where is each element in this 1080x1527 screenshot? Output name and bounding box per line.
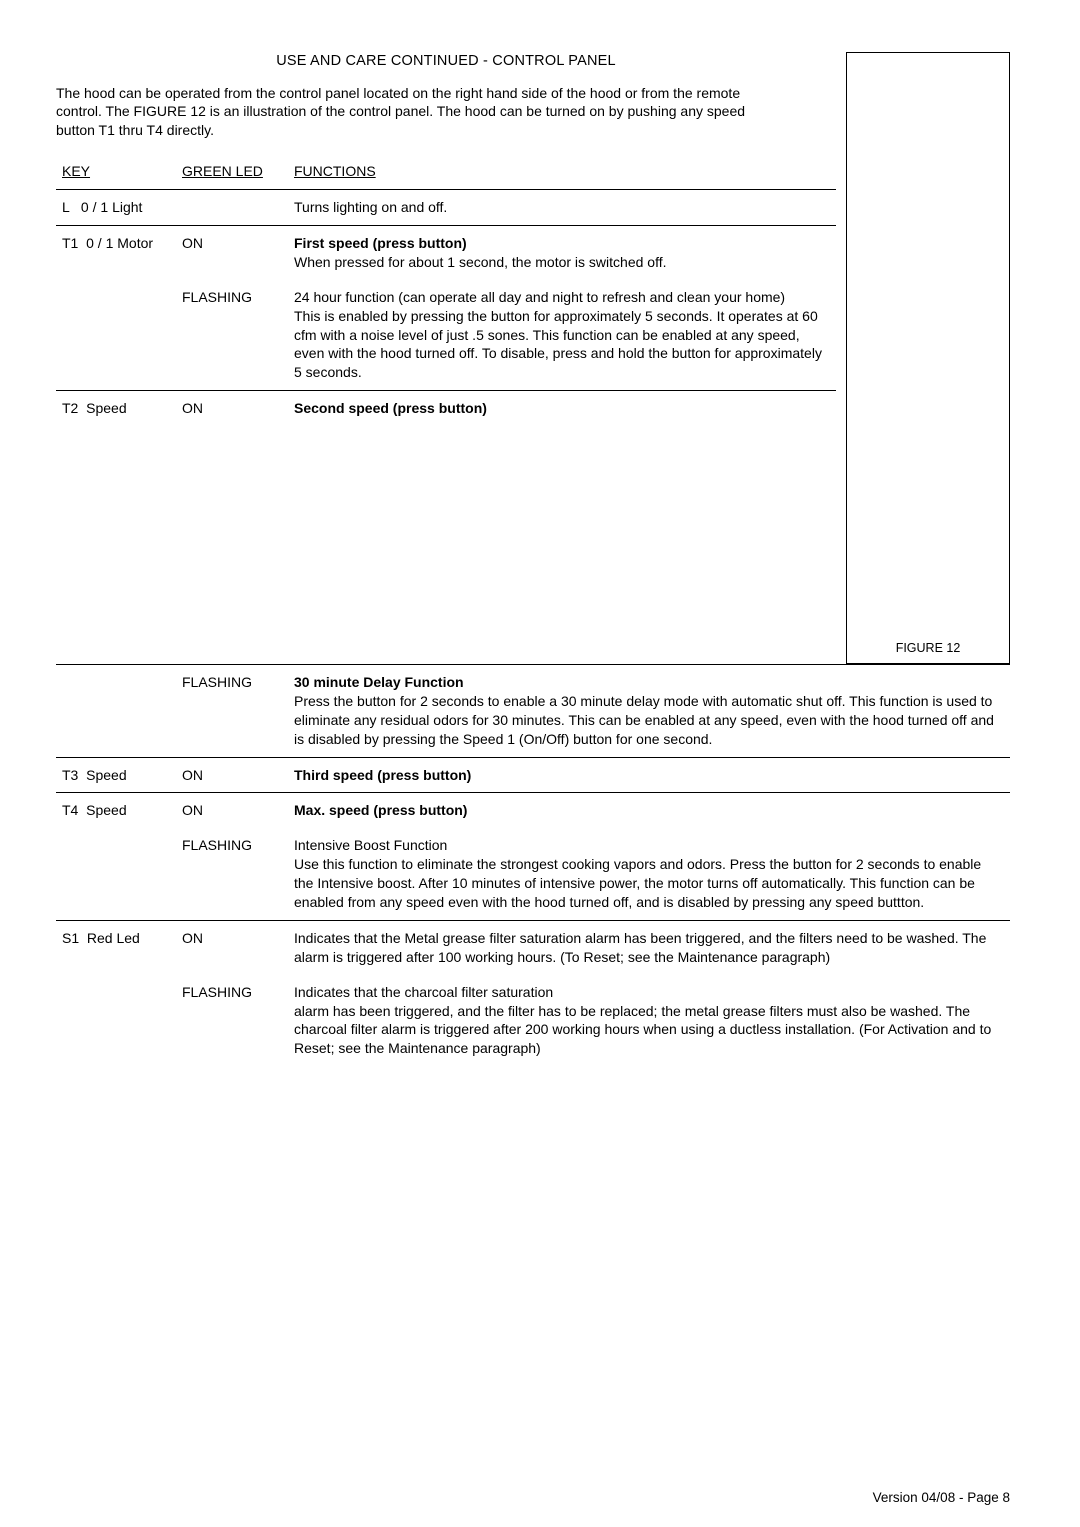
- control-table-lower: FLASHING 30 minute Delay Function Press …: [56, 664, 1010, 1066]
- hdr-key: KEY: [62, 163, 90, 179]
- fn-T3-bold: Third speed (press button): [294, 767, 471, 783]
- led-T2b: FLASHING: [176, 665, 288, 758]
- fn-T1a-text: When pressed for about 1 second, the mot…: [294, 254, 667, 270]
- led-S1a: ON: [176, 920, 288, 974]
- fn-T2a: Second speed (press button): [288, 391, 836, 426]
- fn-L: Turns lighting on and off.: [288, 190, 836, 226]
- fn-T1a-bold: First speed (press button): [294, 235, 467, 251]
- led-T2a: ON: [176, 391, 288, 426]
- fn-T2b-text: Press the button for 2 seconds to enable…: [294, 693, 994, 747]
- fn-T4a-bold: Max. speed (press button): [294, 802, 467, 818]
- led-T4b: FLASHING: [176, 828, 288, 920]
- led-T1a: ON: [176, 226, 288, 280]
- intro-text: The hood can be operated from the contro…: [56, 84, 776, 141]
- figure-box: FIGURE 12: [846, 52, 1010, 664]
- fn-T1a: First speed (press button) When pressed …: [288, 226, 836, 280]
- fn-S1b: Indicates that the charcoal filter satur…: [288, 975, 1010, 1067]
- hdr-led: GREEN LED: [182, 163, 263, 179]
- section-title: USE AND CARE CONTINUED - CONTROL PANEL: [56, 52, 836, 72]
- key-T4: T4 Speed: [56, 793, 176, 828]
- key-T1: T1 0 / 1 Motor: [56, 226, 176, 280]
- fn-T2b-bold: 30 minute Delay Function: [294, 674, 464, 690]
- fn-S1a: Indicates that the Metal grease filter s…: [288, 920, 1010, 974]
- fn-T3: Third speed (press button): [288, 757, 1010, 793]
- key-T1b: [56, 280, 176, 391]
- key-T3: T3 Speed: [56, 757, 176, 793]
- led-T3: ON: [176, 757, 288, 793]
- key-T2: T2 Speed: [56, 391, 176, 426]
- fn-T2b: 30 minute Delay Function Press the butto…: [288, 665, 1010, 758]
- fn-T4a: Max. speed (press button): [288, 793, 1010, 828]
- key-L: L 0 / 1 Light: [56, 190, 176, 226]
- fn-T4b: Intensive Boost Function Use this functi…: [288, 828, 1010, 920]
- led-T4a: ON: [176, 793, 288, 828]
- figure-label: FIGURE 12: [847, 640, 1009, 657]
- led-S1b: FLASHING: [176, 975, 288, 1067]
- key-T4b: [56, 828, 176, 920]
- led-T1b: FLASHING: [176, 280, 288, 391]
- key-S1: S1 Red Led: [56, 920, 176, 974]
- key-S1b: [56, 975, 176, 1067]
- hdr-fn: FUNCTIONS: [294, 163, 376, 179]
- led-L: [176, 190, 288, 226]
- fn-T1b: 24 hour function (can operate all day an…: [288, 280, 836, 391]
- page-footer: Version 04/08 - Page 8: [873, 1489, 1010, 1507]
- key-T2b: [56, 665, 176, 758]
- fn-T2a-bold: Second speed (press button): [294, 400, 487, 416]
- control-table-upper: KEY GREEN LED FUNCTIONS L 0 / 1 Light Tu…: [56, 154, 836, 426]
